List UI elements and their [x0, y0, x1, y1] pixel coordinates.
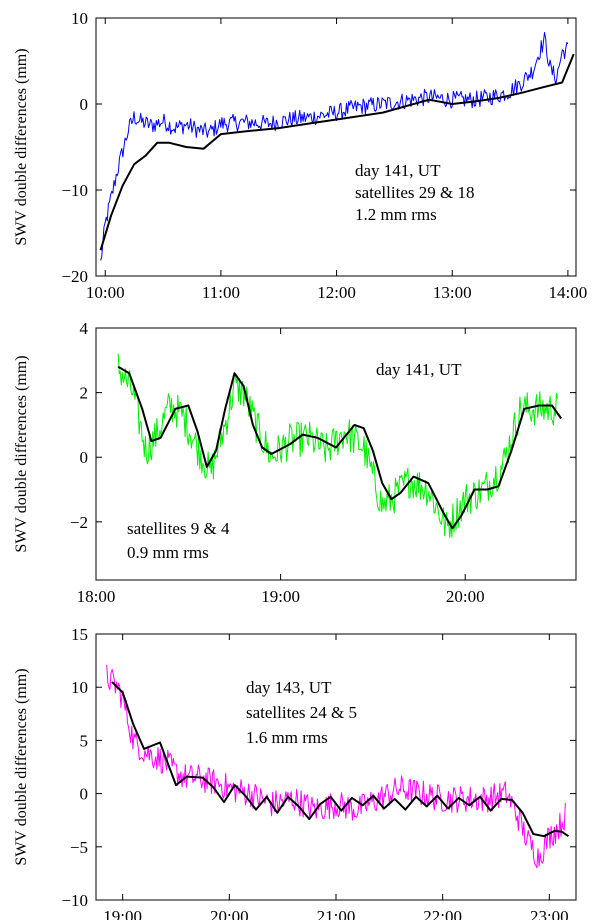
- x-tick-label: 19:00: [103, 907, 142, 920]
- plot-frame: [95, 17, 577, 277]
- y-tick-label: 4: [80, 319, 89, 338]
- y-tick-label: 2: [80, 384, 89, 403]
- x-tick-label: 14:00: [549, 283, 588, 302]
- x-tick-label: 22:00: [423, 907, 462, 920]
- observed-series-line: [106, 664, 566, 869]
- y-tick-label: 15: [71, 625, 88, 644]
- x-tick-label: 19:00: [261, 587, 300, 606]
- y-tick-label: −20: [61, 267, 88, 286]
- chart-panel-2: 18:00 19:00 20:00 −2 0 2 4 SWV double differenc…: [13, 319, 577, 606]
- x-tick-label: 23:00: [530, 907, 569, 920]
- y-tick-label: 0: [80, 785, 89, 804]
- y-tick-label: 0: [80, 448, 89, 467]
- annotation-text: 1.2 mm rms: [355, 205, 437, 224]
- annotation-text: satellites 29 & 18: [355, 183, 474, 202]
- y-tick-label: −5: [70, 838, 88, 857]
- smoothed-series-line: [117, 365, 563, 530]
- y-tick-label: 10: [71, 9, 88, 28]
- annotation-text: 0.9 mm rms: [127, 543, 209, 562]
- plot-frame: [95, 327, 577, 581]
- y-tick-label: −10: [61, 891, 88, 910]
- annotation-text: day 143, UT: [246, 678, 332, 697]
- x-tick-label: 12:00: [317, 283, 356, 302]
- x-tick-label: 18:00: [77, 587, 116, 606]
- y-axis-label: SWV double differences (mm): [13, 668, 30, 865]
- y-tick-label: −10: [61, 181, 88, 200]
- chart-panel-3: 19:00 20:00 21:00 22:00 23:00 −10 −5 0 5 10 15 SWV …: [13, 625, 577, 920]
- smoothed-series-line: [99, 53, 575, 251]
- y-tick-label: −2: [70, 513, 88, 532]
- x-tick-label: 10:00: [86, 283, 125, 302]
- x-tick-label: 20:00: [210, 907, 249, 920]
- annotation-text: satellites 9 & 4: [127, 519, 230, 538]
- smoothed-series-line: [111, 681, 570, 838]
- annotation-text: satellites 24 & 5: [246, 703, 357, 722]
- y-tick-label: 10: [71, 678, 88, 697]
- x-tick-label: 13:00: [433, 283, 472, 302]
- chart-panel-1: 10:00 11:00 12:00 13:00 14:00 −20 −10 0 10 SWV do…: [13, 9, 587, 302]
- annotation-text: day 141, UT: [376, 360, 462, 379]
- y-axis-label: SWV double differences (mm): [13, 355, 30, 552]
- annotation-text: 1.6 mm rms: [246, 728, 328, 747]
- plot-frame: [95, 633, 577, 901]
- y-tick-label: 0: [80, 95, 89, 114]
- observed-series-line: [117, 353, 558, 539]
- x-tick-label: 11:00: [202, 283, 240, 302]
- y-axis-label: SWV double differences (mm): [13, 48, 30, 245]
- observed-series-line: [100, 32, 569, 261]
- annotation-text: day 141, UT: [355, 161, 441, 180]
- y-tick-label: 5: [80, 731, 89, 750]
- x-tick-label: 20:00: [446, 587, 485, 606]
- x-tick-label: 21:00: [317, 907, 356, 920]
